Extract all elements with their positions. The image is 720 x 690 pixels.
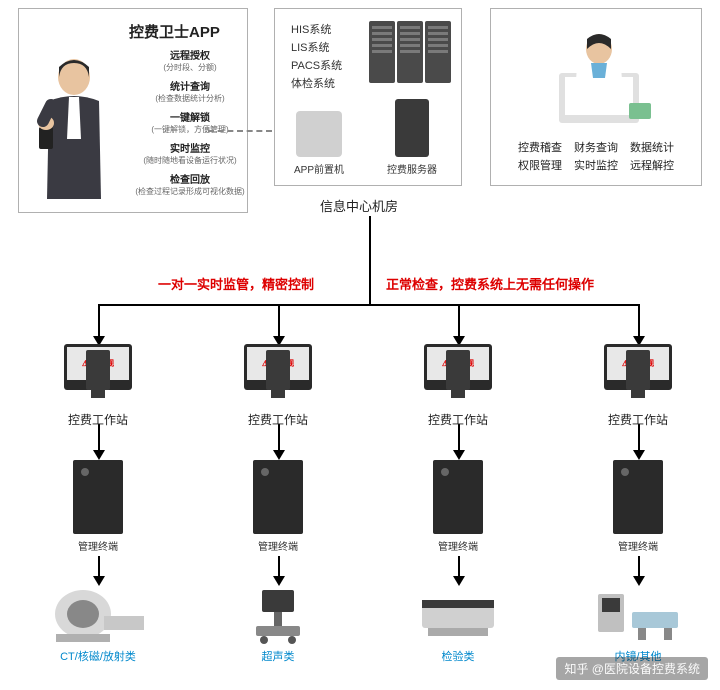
equipment-label: 检验类 [383, 648, 533, 664]
workstation: 已违规 控费工作站 [203, 344, 353, 428]
terminal-label: 管理终端 [238, 538, 318, 553]
station-label: 控费工作站 [23, 411, 173, 428]
right-label: 实时监控 [574, 157, 618, 175]
terminal-box-icon [433, 460, 483, 534]
branch-line [98, 304, 100, 338]
feature-title: 远程授权 [127, 47, 253, 62]
pc-tower-icon [266, 350, 290, 390]
equipment-icon [228, 584, 328, 644]
right-label: 财务查询 [574, 139, 618, 157]
equipment-icon [588, 584, 688, 644]
equipment-label: 超声类 [203, 648, 353, 664]
feature-sub: (检查过程记录形成可视化数据) [127, 186, 253, 197]
arrow-line [458, 556, 460, 578]
system-label: PACS系统 [291, 57, 342, 75]
workstation: 已违规 控费工作站 [383, 344, 533, 428]
arrow-line [278, 556, 280, 578]
arrow-line [458, 424, 460, 452]
left-panel: 控费卫士APP 远程授权(分时段、分额)统计查询(检查数据统计分析)一键解锁(一… [18, 8, 248, 213]
right-panel: 控费稽查财务查询数据统计权限管理实时监控远程解控 [490, 8, 702, 186]
equipment-icon [408, 584, 508, 644]
system-label: LIS系统 [291, 39, 342, 57]
terminal-label: 管理终端 [418, 538, 498, 553]
arrow-line [638, 424, 640, 452]
equipment-icon [48, 584, 148, 644]
branch-line [278, 304, 280, 338]
terminal-box-icon [613, 460, 663, 534]
terminal-label: 管理终端 [598, 538, 678, 553]
feature-sub: (检查数据统计分析) [127, 93, 253, 104]
management-terminal: 管理终端 [58, 460, 138, 553]
feature-sub: (分时段、分额) [127, 62, 253, 73]
station-label: 控费工作站 [203, 411, 353, 428]
arrow-line [98, 556, 100, 578]
station-label: 控费工作站 [563, 411, 713, 428]
station-label: 控费工作站 [383, 411, 533, 428]
red-text-left: 一对一实时监管，精密控制 [158, 274, 314, 293]
dashed-connector [208, 130, 272, 132]
right-label: 数据统计 [630, 139, 674, 157]
terminal-box-icon [253, 460, 303, 534]
right-label: 权限管理 [518, 157, 562, 175]
equipment: 超声类 [203, 584, 353, 664]
right-label: 远程解控 [630, 157, 674, 175]
equipment: CT/核磁/放射类 [23, 584, 173, 664]
system-labels: HIS系统LIS系统PACS系统体检系统 [291, 21, 342, 93]
mid-panel: HIS系统LIS系统PACS系统体检系统 APP前置机 控费服务器 [274, 8, 462, 186]
branch-line [638, 304, 640, 338]
arrow-line [638, 556, 640, 578]
arrow-line [98, 424, 100, 452]
feature-title: 检查回放 [127, 171, 253, 186]
arrow-down-icon [453, 450, 465, 460]
terminal-label: 管理终端 [58, 538, 138, 553]
arrow-down-icon [93, 450, 105, 460]
equipment: 内镜/其他 [563, 584, 713, 664]
pc-tower-icon [86, 350, 110, 390]
system-label: HIS系统 [291, 21, 342, 39]
server-rack-icon [369, 21, 451, 83]
horizontal-bar [98, 304, 638, 306]
terminal-box-icon [73, 460, 123, 534]
management-terminal: 管理终端 [418, 460, 498, 553]
arrow-down-icon [273, 450, 285, 460]
pc-tower-icon [626, 350, 650, 390]
feature-title: 实时监控 [127, 140, 253, 155]
feature-sub: (随时随地看设备运行状况) [127, 155, 253, 166]
arrow-down-icon [633, 450, 645, 460]
server-label: 控费服务器 [375, 161, 449, 176]
trunk-line [369, 216, 371, 280]
watermark: 知乎 @医院设备控费系统 [556, 657, 708, 680]
equipment-label: CT/核磁/放射类 [23, 648, 173, 664]
red-text-right: 正常检查，控费系统上无需任何操作 [386, 274, 594, 293]
app-features: 远程授权(分时段、分额)统计查询(检查数据统计分析)一键解锁(一键解锁，方便管理… [127, 47, 253, 202]
equipment: 检验类 [383, 584, 533, 664]
pc-tower-icon [446, 350, 470, 390]
branch-line [458, 304, 460, 338]
management-terminal: 管理终端 [238, 460, 318, 553]
system-label: 体检系统 [291, 75, 342, 93]
management-terminal: 管理终端 [598, 460, 678, 553]
app-title: 控费卫士APP [129, 21, 220, 42]
app-front-machine: APP前置机 [289, 111, 349, 176]
trunk-line-2 [369, 280, 371, 304]
right-labels: 控费稽查财务查询数据统计权限管理实时监控远程解控 [503, 139, 689, 175]
doctor-illustration [539, 23, 659, 133]
center-caption: 信息中心机房 [320, 196, 398, 215]
arrow-line [278, 424, 280, 452]
businessman-illustration [29, 49, 119, 199]
feature-title: 统计查询 [127, 78, 253, 93]
workstation: 已违规 控费工作站 [563, 344, 713, 428]
control-server: 控费服务器 [375, 99, 449, 176]
workstation: 已违规 控费工作站 [23, 344, 173, 428]
front-label: APP前置机 [289, 161, 349, 176]
right-label: 控费稽查 [518, 139, 562, 157]
feature-title: 一键解锁 [127, 109, 253, 124]
